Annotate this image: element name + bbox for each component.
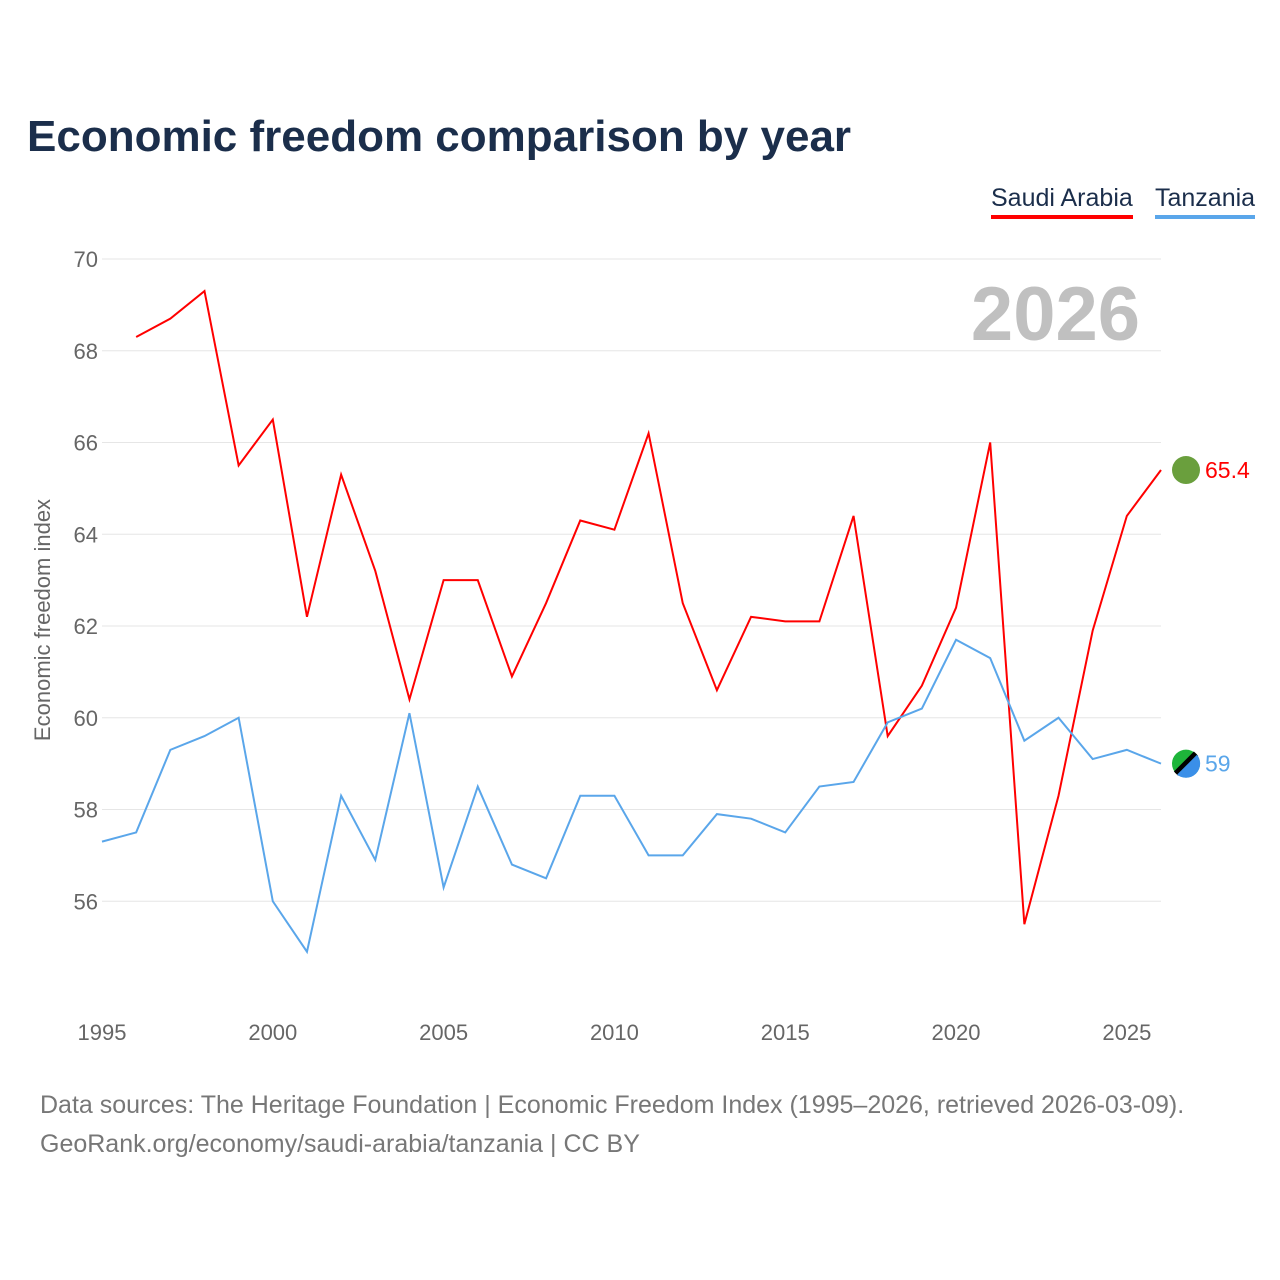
x-tick-label: 2010	[590, 1020, 639, 1045]
data-point	[1158, 467, 1164, 473]
data-point	[167, 747, 173, 753]
data-point	[338, 793, 344, 799]
data-point	[1056, 793, 1062, 799]
chart-title: Economic freedom comparison by year	[27, 112, 852, 161]
data-point	[851, 513, 857, 519]
saudi-flag-icon	[1172, 456, 1200, 485]
x-tick-label: 2025	[1102, 1020, 1151, 1045]
data-point	[714, 687, 720, 693]
data-point	[304, 949, 310, 955]
data-point	[236, 462, 242, 468]
y-tick-label: 56	[74, 889, 98, 914]
data-point	[99, 839, 105, 845]
y-tick-label: 68	[74, 339, 98, 364]
data-point	[646, 852, 652, 858]
series-line-tanzania	[101, 638, 1162, 955]
y-tick-label: 62	[74, 614, 98, 639]
flag-stripe	[1174, 752, 1198, 775]
data-point	[748, 816, 754, 822]
data-point	[714, 811, 720, 817]
legend-tanzania[interactable]: Tanzania	[1155, 184, 1256, 219]
x-tick-label: 2020	[932, 1020, 981, 1045]
data-point	[1056, 715, 1062, 721]
data-point	[782, 829, 788, 835]
end-value-label: 59	[1205, 751, 1231, 777]
data-point	[782, 618, 788, 624]
data-point	[987, 655, 993, 661]
data-point	[441, 577, 447, 583]
data-point	[1124, 747, 1130, 753]
data-point	[270, 417, 276, 423]
data-point	[611, 527, 617, 533]
data-point	[201, 733, 207, 739]
data-point	[885, 719, 891, 725]
data-point	[509, 673, 515, 679]
x-tick-label: 2000	[248, 1020, 297, 1045]
data-point	[680, 600, 686, 606]
data-point	[338, 472, 344, 478]
data-point	[1158, 761, 1164, 767]
data-point	[611, 793, 617, 799]
data-point	[919, 683, 925, 689]
x-tick-label: 1995	[78, 1020, 127, 1045]
data-point	[509, 862, 515, 868]
data-point	[406, 710, 412, 716]
data-point	[270, 898, 276, 904]
series-line-saudi-arabia	[135, 289, 1162, 925]
y-axis-label: Economic freedom index	[30, 499, 55, 741]
flag-blue	[1176, 753, 1201, 778]
data-point	[748, 614, 754, 620]
data-point	[543, 875, 549, 881]
data-point	[201, 288, 207, 294]
data-point	[680, 852, 686, 858]
data-point	[167, 316, 173, 322]
data-point	[543, 600, 549, 606]
data-point	[372, 857, 378, 863]
y-tick-label: 70	[74, 247, 98, 272]
data-point	[1021, 738, 1027, 744]
data-point	[304, 614, 310, 620]
y-tick-label: 66	[74, 431, 98, 456]
data-point	[953, 637, 959, 643]
data-point	[919, 706, 925, 712]
data-point	[133, 829, 139, 835]
y-tick-label: 58	[74, 798, 98, 823]
footer-sources: Data sources: The Heritage Foundation | …	[40, 1091, 1185, 1119]
data-point	[577, 517, 583, 523]
data-point	[1090, 756, 1096, 762]
data-point	[441, 884, 447, 890]
year-watermark: 2026	[971, 272, 1140, 357]
end-value-label: 65.4	[1205, 457, 1250, 483]
data-point	[987, 440, 993, 446]
footer: Data sources: The Heritage Foundation | …	[40, 1086, 1184, 1164]
y-tick-label: 64	[74, 522, 98, 547]
data-point	[406, 696, 412, 702]
data-point	[1124, 513, 1130, 519]
data-point	[372, 568, 378, 574]
data-point	[475, 577, 481, 583]
data-point	[236, 715, 242, 721]
data-point	[577, 793, 583, 799]
y-tick-label: 60	[74, 706, 98, 731]
data-point	[885, 733, 891, 739]
data-point	[646, 430, 652, 436]
data-point	[1090, 628, 1096, 634]
x-tick-label: 2015	[761, 1020, 810, 1045]
data-point	[816, 618, 822, 624]
data-point	[1021, 921, 1027, 927]
legend-saudi-arabia[interactable]: Saudi Arabia	[991, 184, 1133, 219]
data-point	[851, 779, 857, 785]
data-point	[133, 334, 139, 340]
data-point	[475, 784, 481, 790]
x-tick-label: 2005	[419, 1020, 468, 1045]
data-point	[953, 605, 959, 611]
data-point	[816, 784, 822, 790]
footer-link[interactable]: GeoRank.org/economy/saudi-arabia/tanzani…	[40, 1130, 640, 1158]
